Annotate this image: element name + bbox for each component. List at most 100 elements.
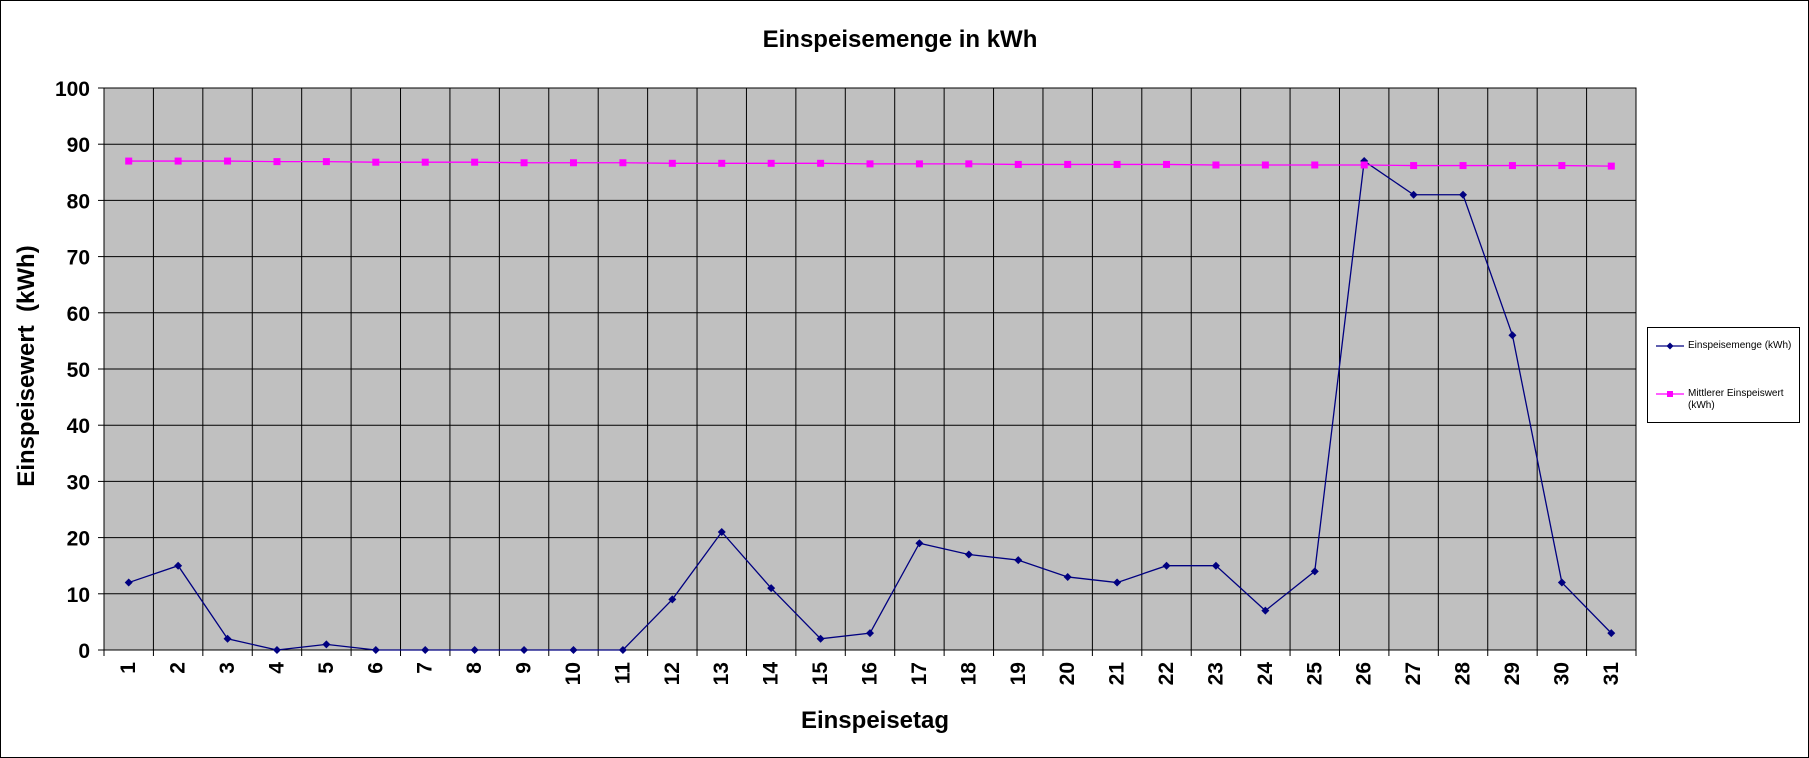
data-point-series-1 (520, 646, 529, 654)
x-tick-label: 31 (1600, 662, 1623, 686)
x-tick-label: 20 (1056, 662, 1079, 685)
x-tick-label: 24 (1254, 662, 1277, 686)
data-point-series-1 (1014, 556, 1023, 565)
data-point-series-2 (174, 157, 182, 165)
data-point-series-1 (767, 584, 776, 593)
x-tick-label: 3 (216, 662, 239, 674)
x-tick-label: 18 (957, 662, 980, 686)
y-tick-label: 20 (67, 528, 90, 551)
plot-border (103, 87, 1637, 651)
data-point-series-1 (915, 539, 924, 548)
legend-label-einspeisemenge: Einspeisemenge (kWh) (1688, 340, 1792, 351)
data-point-series-2 (767, 159, 775, 167)
data-point-series-2 (1459, 162, 1467, 170)
data-point-series-2 (471, 158, 479, 166)
data-point-series-1 (1211, 561, 1220, 570)
data-point-series-2 (224, 157, 232, 165)
y-tick-label: 80 (67, 190, 90, 213)
data-point-series-2 (1607, 162, 1615, 170)
legend: Einspeisemenge (kWh) Mittlerer Einspeisw… (1647, 327, 1800, 423)
x-tick-label: 17 (908, 662, 931, 685)
data-point-series-1 (124, 578, 133, 587)
y-tick-label: 30 (67, 471, 90, 494)
data-point-series-2 (817, 159, 825, 167)
data-point-series-1 (371, 646, 380, 654)
data-point-series-2 (1064, 160, 1072, 168)
x-tick-label: 30 (1550, 662, 1573, 685)
data-point-series-1 (1459, 190, 1468, 199)
data-point-series-1 (618, 646, 627, 654)
data-point-series-1 (1063, 572, 1072, 581)
data-point-series-2 (569, 159, 577, 167)
y-tick-label: 10 (67, 584, 90, 607)
data-point-series-2 (1558, 162, 1566, 170)
y-tick-label: 40 (67, 415, 90, 438)
x-tick-label: 9 (513, 662, 536, 674)
x-tick-label: 14 (760, 662, 783, 686)
y-tick-label: 0 (78, 640, 90, 663)
data-point-series-1 (668, 595, 677, 604)
data-point-series-2 (1163, 160, 1171, 168)
data-point-series-2 (1113, 160, 1121, 168)
x-tick-label: 26 (1353, 662, 1376, 685)
data-point-series-2 (322, 158, 330, 166)
y-axis-label: Einspeisewert (kWh) (13, 245, 40, 486)
data-point-series-2 (915, 160, 923, 168)
x-tick-label: 11 (611, 662, 634, 685)
y-tick-label: 50 (67, 359, 90, 382)
data-point-series-1 (717, 527, 726, 536)
x-tick-label: 7 (414, 662, 437, 674)
data-point-series-2 (668, 159, 676, 167)
x-tick-label: 5 (315, 662, 338, 674)
data-point-series-2 (1212, 161, 1220, 169)
data-point-series-2 (273, 158, 281, 166)
data-point-series-1 (964, 550, 973, 559)
data-point-series-1 (1409, 190, 1418, 199)
data-point-series-1 (1113, 578, 1122, 587)
y-tick-labels: 0 10 20 30 40 50 60 70 80 90 100 (55, 78, 90, 663)
x-tick-label: 4 (265, 662, 288, 674)
y-tick-label: 100 (55, 78, 90, 101)
data-point-series-2 (520, 159, 528, 167)
data-point-series-2 (1261, 161, 1269, 169)
x-tick-label: 28 (1452, 662, 1475, 686)
data-point-series-2 (866, 160, 874, 168)
data-point-series-1 (322, 640, 331, 649)
data-point-series-1 (421, 646, 430, 654)
x-tick-label: 10 (562, 662, 585, 685)
series (124, 157, 1616, 654)
x-tick-label: 8 (463, 662, 486, 674)
data-point-series-2 (125, 157, 133, 165)
x-tick-label: 2 (167, 662, 190, 674)
data-point-series-1 (1261, 606, 1270, 615)
x-tick-label: 27 (1402, 662, 1425, 685)
legend-diamond-marker (1656, 342, 1684, 350)
data-point-series-2 (718, 159, 726, 167)
data-point-series-1 (866, 629, 874, 638)
x-tick-label: 25 (1303, 662, 1326, 686)
data-point-series-2 (965, 160, 973, 168)
data-point-series-2 (1410, 162, 1418, 170)
legend-label-mittlerer-einspeiswert: Mittlerer Einspeiswert (kWh) (1688, 388, 1784, 411)
data-point-series-1 (816, 634, 825, 643)
x-tick-label: 22 (1155, 662, 1178, 685)
data-point-series-2 (1014, 160, 1022, 168)
x-tick-label: 16 (859, 662, 882, 685)
x-tick-label: 12 (661, 662, 684, 685)
y-tick-label: 90 (67, 134, 90, 157)
axes (98, 87, 1637, 656)
data-point-series-2 (1360, 161, 1368, 169)
x-tick-label: 19 (1007, 662, 1030, 685)
data-point-series-1 (272, 646, 281, 654)
chart-title: Einspeisemenge in kWh (763, 26, 1038, 53)
data-point-series-1 (1310, 567, 1319, 576)
data-point-series-1 (223, 634, 232, 643)
data-point-series-1 (569, 646, 578, 654)
data-point-series-2 (1311, 161, 1319, 169)
x-tick-label: 29 (1501, 662, 1524, 685)
data-point-series-1 (1607, 629, 1616, 638)
x-axis-label: Einspeisetag (801, 707, 949, 734)
data-point-series-2 (372, 158, 380, 166)
x-tick-label: 6 (364, 662, 387, 674)
